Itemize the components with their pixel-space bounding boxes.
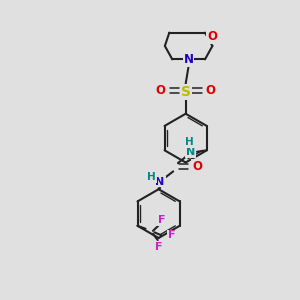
Text: S: S bbox=[181, 85, 191, 99]
Text: F: F bbox=[154, 242, 162, 252]
Text: H: H bbox=[147, 172, 156, 182]
Text: O: O bbox=[192, 160, 202, 173]
Text: O: O bbox=[207, 30, 217, 43]
Text: F: F bbox=[158, 215, 166, 225]
Text: N: N bbox=[184, 53, 194, 66]
Text: F: F bbox=[168, 230, 176, 240]
Text: O: O bbox=[156, 84, 166, 97]
Text: O: O bbox=[206, 84, 216, 97]
Text: N: N bbox=[186, 147, 195, 157]
Text: N: N bbox=[155, 176, 165, 187]
Text: H: H bbox=[185, 137, 194, 147]
